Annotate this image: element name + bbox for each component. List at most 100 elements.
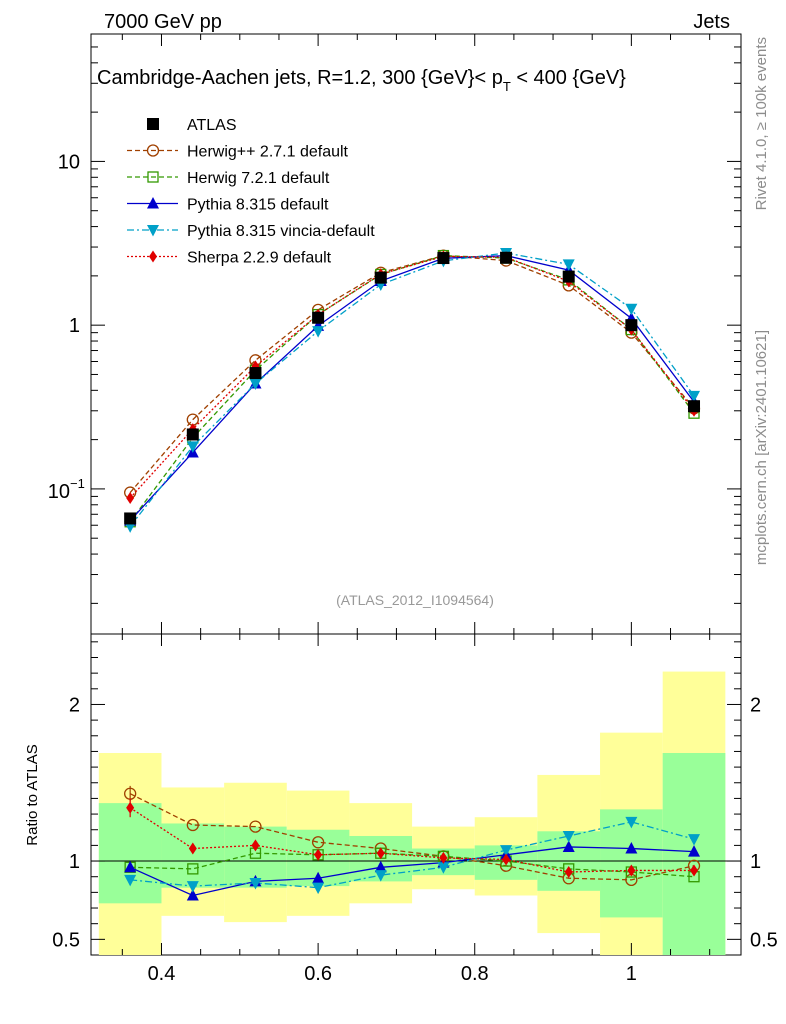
ratio-point-herwig-2-7-1-default bbox=[311, 836, 325, 849]
category-label: Jets bbox=[693, 11, 730, 33]
point-atlas bbox=[500, 251, 513, 264]
ratio-point-herwig-2-7-1-default bbox=[186, 818, 199, 832]
ratio-ytick-label-2: 2 bbox=[69, 694, 80, 716]
ratio-point-sherpa-2-2-9-default bbox=[627, 864, 636, 877]
series-line-pythia-8-315-vincia-default bbox=[129, 252, 695, 527]
ratio-line-herwig-7-2-1-default bbox=[130, 852, 695, 878]
point-atlas bbox=[437, 252, 450, 265]
ratio-point-pythia-8-315-vincia-default bbox=[249, 877, 262, 890]
series-line-sherpa-2-2-9-default bbox=[129, 255, 695, 499]
ratio-point-pythia-8-315-vincia-default bbox=[625, 816, 638, 829]
chart-title-rest: < 400 {GeV} bbox=[511, 67, 626, 89]
main-ytick-label-0.1: 10 bbox=[48, 481, 70, 503]
ratio-point-pythia-8-315-default bbox=[124, 860, 137, 873]
legend-label-atlas: ATLAS bbox=[187, 117, 237, 134]
point-atlas bbox=[374, 271, 387, 284]
ratio-line-pythia-8-315-default bbox=[129, 846, 695, 897]
series-line-herwig-2-7-1-default bbox=[129, 254, 695, 493]
legend-marker-pythia-8-315-vincia-default bbox=[147, 225, 159, 237]
ratio-line-sherpa-2-2-9-default bbox=[129, 807, 695, 873]
ratio-point-herwig-2-7-1-default bbox=[249, 820, 262, 833]
main-plot-series bbox=[124, 247, 701, 533]
legend-marker-sherpa-2-2-9-default bbox=[149, 250, 157, 263]
band-green-bin bbox=[98, 803, 162, 904]
legend-label-herwig-2-7-1-default: Herwig++ 2.7.1 default bbox=[187, 144, 349, 161]
legend-marker-atlas bbox=[147, 118, 159, 130]
point-pythia-8-315-vincia-default bbox=[249, 378, 262, 391]
legend-marker-herwig-2-7-1-default bbox=[146, 144, 160, 157]
ratio-point-sherpa-2-2-9-default bbox=[564, 866, 573, 879]
ratio-ytick-label-0.5: 0.5 bbox=[52, 929, 80, 951]
chart-title-main: Cambridge-Aachen jets, R=1.2, 300 {GeV}<… bbox=[97, 67, 503, 89]
ratio-point-pythia-8-315-default bbox=[186, 888, 199, 901]
energy-label: 7000 GeV pp bbox=[104, 11, 222, 33]
ratio-point-pythia-8-315-default bbox=[625, 842, 638, 854]
legend-label-herwig-7-2-1-default: Herwig 7.2.1 default bbox=[187, 170, 330, 187]
ratio-point-pythia-8-315-vincia-default bbox=[437, 862, 450, 874]
ratio-point-pythia-8-315-vincia-default bbox=[124, 874, 137, 887]
ratio-ytick-label-right-1: 1 bbox=[750, 851, 761, 873]
ratio-uncertainty-bands bbox=[98, 671, 726, 955]
point-atlas bbox=[186, 428, 199, 441]
point-atlas bbox=[625, 319, 638, 332]
legend-label-pythia-8-315-vincia-default: Pythia 8.315 vincia-default bbox=[187, 223, 375, 240]
ratio-point-pythia-8-315-vincia-default bbox=[562, 830, 575, 843]
legend-marker-pythia-8-315-default bbox=[147, 197, 159, 209]
band-green-bin bbox=[161, 823, 225, 888]
ratio-point-pythia-8-315-default bbox=[374, 860, 387, 873]
ratio-point-sherpa-2-2-9-default bbox=[376, 847, 385, 860]
main-ytick-label-10: 10 bbox=[58, 151, 80, 173]
ratio-point-sherpa-2-2-9-default bbox=[502, 853, 511, 866]
chart-title-subscript: T bbox=[503, 79, 511, 94]
main-ytick-exponent: −1 bbox=[70, 476, 85, 491]
ratio-panel-frame bbox=[90, 633, 742, 956]
point-atlas bbox=[688, 400, 701, 413]
rivet-info: Rivet 4.1.0, ≥ 100k events bbox=[753, 37, 770, 210]
legend-label-sherpa-2-2-9-default: Sherpa 2.2.9 default bbox=[187, 250, 332, 267]
main-ytick-label-1: 1 bbox=[69, 315, 80, 337]
ratio-ytick-label-1: 1 bbox=[69, 851, 80, 873]
point-sherpa-2-2-9-default bbox=[126, 492, 135, 505]
ratio-line-herwig-2-7-1-default bbox=[129, 793, 695, 881]
xtick-label-0.4: 0.4 bbox=[148, 963, 176, 985]
point-pythia-8-315-vincia-default bbox=[312, 326, 325, 338]
point-pythia-8-315-vincia-default bbox=[562, 259, 575, 271]
point-pythia-8-315-vincia-default bbox=[186, 441, 199, 453]
ratio-point-pythia-8-315-vincia-default bbox=[186, 881, 199, 893]
ratio-point-pythia-8-315-default bbox=[562, 840, 575, 852]
xtick-label-1: 1 bbox=[626, 963, 637, 985]
ratio-ytick-label-right-2: 2 bbox=[750, 694, 761, 716]
ratio-line-pythia-8-315-vincia-default bbox=[130, 821, 695, 889]
ratio-point-sherpa-2-2-9-default bbox=[251, 839, 260, 852]
ratio-point-sherpa-2-2-9-default bbox=[690, 864, 699, 877]
xtick-label-0.8: 0.8 bbox=[461, 963, 489, 985]
ratio-point-sherpa-2-2-9-default bbox=[314, 848, 323, 861]
analysis-watermark: (ATLAS_2012_I1094564) bbox=[336, 592, 494, 608]
axis-ticks bbox=[91, 33, 741, 956]
ratio-point-pythia-8-315-default bbox=[312, 871, 325, 884]
ratio-point-pythia-8-315-vincia-default bbox=[312, 882, 325, 895]
ratio-point-herwig-7-2-1-default bbox=[187, 863, 199, 875]
legend-marker-herwig-7-2-1-default bbox=[147, 171, 159, 183]
ratio-point-pythia-8-315-vincia-default bbox=[500, 845, 513, 857]
point-pythia-8-315-vincia-default bbox=[688, 390, 701, 403]
chart-title: Cambridge-Aachen jets, R=1.2, 300 {GeV}<… bbox=[97, 67, 626, 94]
series-line-pythia-8-315-default bbox=[129, 254, 695, 522]
ratio-ytick-label-right-0.5: 0.5 bbox=[750, 929, 778, 951]
mcplots-info: mcplots.cern.ch [arXiv:2401.10621] bbox=[753, 330, 770, 565]
legend: ATLAS Herwig++ 2.7.1 default Herwig 7.2.1 … bbox=[127, 117, 375, 267]
point-atlas bbox=[124, 512, 137, 525]
point-atlas bbox=[562, 270, 575, 283]
ratio-point-pythia-8-315-vincia-default bbox=[374, 870, 387, 882]
legend-label-pythia-8-315-default: Pythia 8.315 default bbox=[187, 197, 329, 214]
point-atlas bbox=[249, 367, 262, 380]
point-atlas bbox=[312, 311, 325, 324]
xtick-label-0.6: 0.6 bbox=[304, 963, 332, 985]
ratio-point-pythia-8-315-default bbox=[688, 845, 701, 857]
ratio-plot-series bbox=[124, 785, 701, 901]
ratio-point-sherpa-2-2-9-default bbox=[188, 842, 197, 855]
series-line-herwig-7-2-1-default bbox=[129, 254, 695, 523]
ratio-ylabel: Ratio to ATLAS bbox=[24, 744, 41, 845]
ratio-point-sherpa-2-2-9-default bbox=[439, 851, 448, 864]
